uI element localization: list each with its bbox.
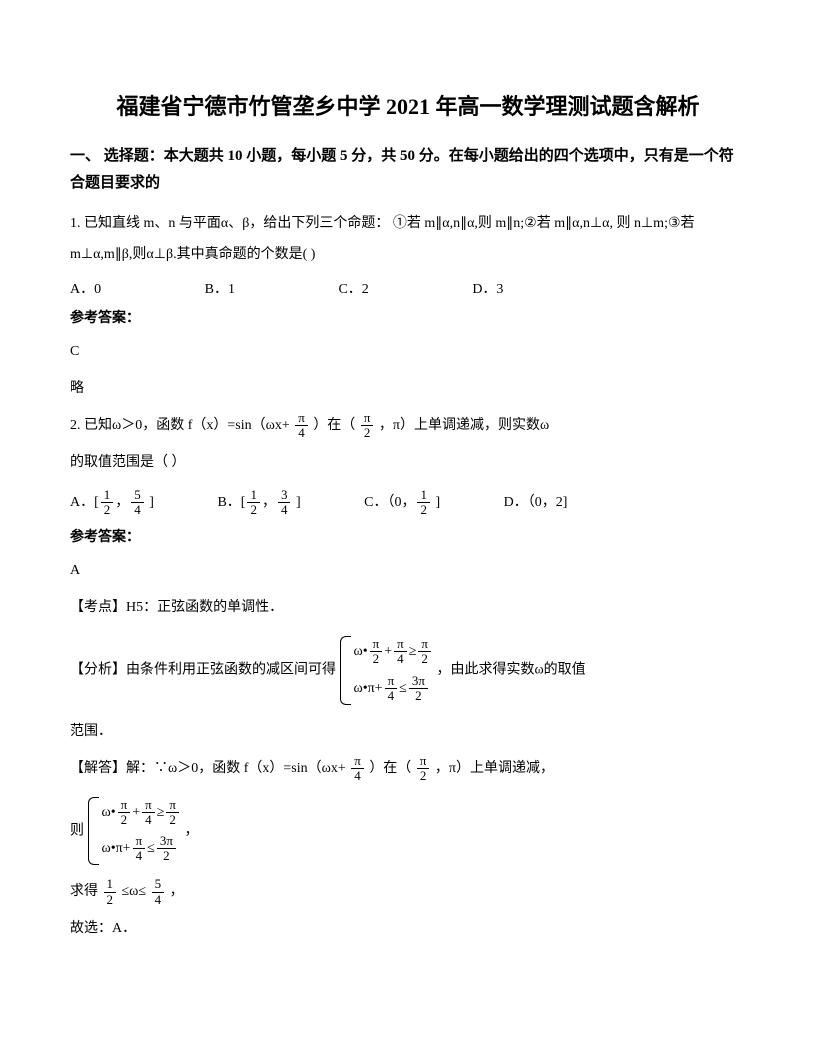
q2-jieda-1: 【解答】解：∵ω＞0，函数 f（x）=sin（ωx+ π4 ）在（ π2 ，π）… [70, 754, 746, 785]
q2-optA: A．[12，54 ] [70, 485, 154, 521]
q2-stem-c: ，π）上单调递减，则实数ω [379, 418, 549, 433]
q1-answer: C [70, 339, 746, 364]
q2-final: 故选：A． [70, 914, 746, 945]
q2-answer: A [70, 558, 746, 583]
q2-kaodian: 【考点】H5：正弦函数的单调性． [70, 593, 746, 624]
frac-pi4: π4 [295, 411, 308, 441]
q2-stem-b: ）在（ [313, 418, 355, 433]
q2-answer-label: 参考答案： [70, 525, 746, 550]
q1-note: 略 [70, 374, 746, 405]
q1-answer-label: 参考答案： [70, 306, 746, 331]
q2-stem: 2. 已知ω＞0，函数 f（x）=sin（ωx+ π4 ）在（ π2 ，π）上单… [70, 411, 746, 442]
q2-optC: C．（0，12 ] [364, 485, 440, 521]
q1-stem: 1. 已知直线 m、n 与平面α、β，给出下列三个命题： ①若 m∥α,n∥α,… [70, 209, 746, 271]
q2-fenxi: 【分析】由条件利用正弦函数的减区间可得 ω•π2+π4≥π2 ω•π+π4≤3π… [70, 630, 746, 711]
q2-options: A．[12，54 ] B．[12，34 ] C．（0，12 ] D．（0，2] [70, 485, 746, 521]
q1-optD: D．3 [472, 282, 503, 297]
q2-optB: B．[12，34 ] [217, 485, 300, 521]
q1-optB: B．1 [205, 277, 235, 302]
q2-stem-a: 2. 已知ω＞0，函数 f（x）=sin（ωx+ [70, 418, 293, 433]
q2-optD: D．（0，2] [504, 495, 568, 510]
q2-result: 求得 12 ≤ω≤ 54 ， [70, 877, 746, 908]
q2-jieda-2: 则 ω•π2+π4≥π2 ω•π+π4≤3π2 ， [70, 791, 746, 872]
frac-pi2: π2 [361, 411, 374, 441]
q1-options: A．0 B．1 C．2 D．3 [70, 277, 746, 302]
eq-system-1: ω•π2+π4≥π2 ω•π+π4≤3π2 [340, 634, 433, 707]
q2-stem-d: 的取值范围是（ ） [70, 448, 746, 479]
eq-system-2: ω•π2+π4≥π2 ω•π+π4≤3π2 [88, 795, 181, 868]
page-title: 福建省宁德市竹管垄乡中学 2021 年高一数学理测试题含解析 [70, 90, 746, 123]
q1-optC: C．2 [338, 277, 368, 302]
section-header: 一、 选择题：本大题共 10 小题，每小题 5 分，共 50 分。在每小题给出的… [70, 143, 746, 197]
q1-optA: A．0 [70, 277, 101, 302]
q2-fenxi-c: 范围． [70, 717, 746, 748]
